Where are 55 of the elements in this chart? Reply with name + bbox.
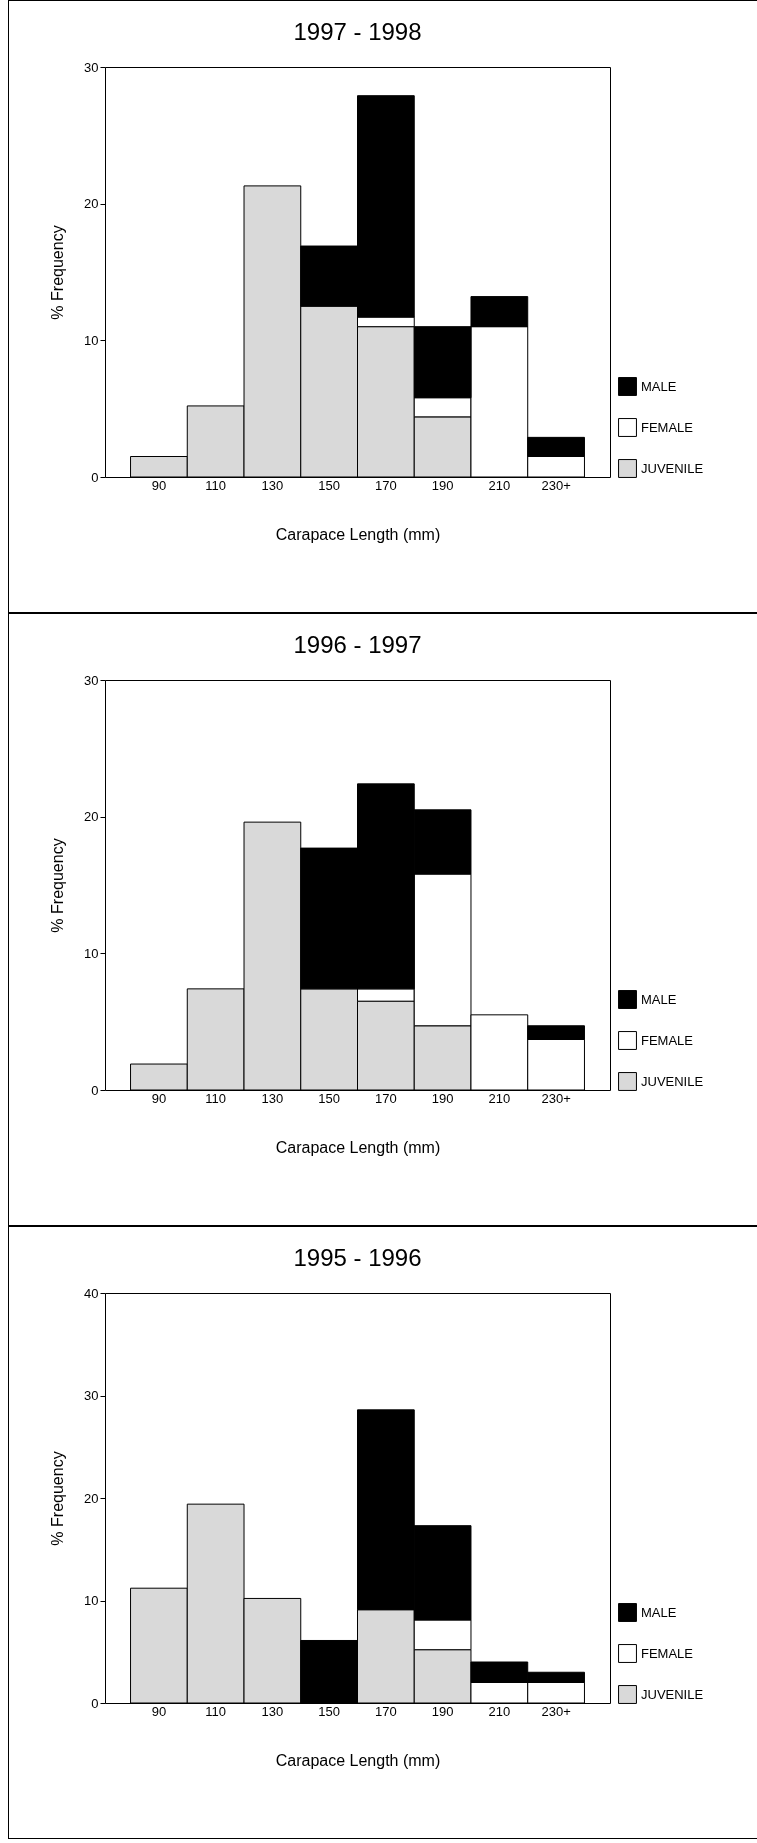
legend-label: FEMALE: [641, 1032, 694, 1048]
x-axis-title: Carapace Length (mm): [275, 1751, 441, 1769]
x-tick-label: 230+: [541, 477, 571, 493]
y-tick-label: 10: [84, 332, 99, 348]
x-tick-label: 170: [375, 1703, 397, 1719]
legend-label: MALE: [641, 1604, 677, 1620]
x-tick-label: 230+: [541, 1703, 571, 1719]
x-tick-label: 210: [488, 1090, 511, 1106]
y-axis-title: % Frequency: [49, 1451, 67, 1546]
y-axis-title: % Frequency: [49, 838, 67, 933]
y-tick-label: 20: [84, 1490, 99, 1506]
x-tick-label: 90: [151, 1703, 167, 1719]
x-tick-label: 90: [151, 1090, 167, 1106]
x-tick-label: 150: [318, 477, 340, 493]
x-tick-label: 170: [375, 477, 397, 493]
legend-label: MALE: [641, 378, 677, 394]
x-tick-label: 170: [375, 1090, 397, 1106]
y-tick-label: 20: [84, 809, 99, 825]
x-tick-label: 90: [151, 477, 167, 493]
y-tick-label: 10: [84, 945, 99, 961]
y-tick-label: 20: [84, 196, 99, 212]
x-tick-label: 110: [205, 1090, 227, 1106]
legend-label: MALE: [641, 991, 677, 1007]
y-tick-label: 0: [91, 1695, 99, 1711]
legend-label: JUVENILE: [641, 460, 704, 476]
x-tick-label: 190: [431, 1703, 454, 1719]
y-tick-label: 30: [84, 1388, 99, 1403]
y-tick-label: 10: [84, 1593, 99, 1608]
y-tick-label: 30: [84, 672, 99, 688]
chart-title: 1995 - 1996: [293, 1244, 422, 1271]
y-tick-label: 0: [91, 469, 99, 485]
y-tick-label: 40: [84, 1285, 99, 1301]
x-tick-label: 130: [261, 1090, 284, 1106]
x-tick-label: 110: [205, 1703, 227, 1719]
chart-title: 1996 - 1997: [293, 631, 422, 658]
chart-title: 1997 - 1998: [293, 18, 422, 45]
x-tick-label: 130: [261, 477, 284, 493]
x-tick-label: 130: [261, 1703, 284, 1719]
y-tick-label: 0: [91, 1082, 99, 1098]
x-tick-label: 190: [431, 1090, 454, 1106]
y-axis-title: % Frequency: [49, 225, 67, 320]
x-tick-label: 110: [205, 477, 227, 493]
x-tick-label: 230+: [541, 1090, 571, 1106]
x-tick-label: 190: [431, 477, 454, 493]
x-tick-label: 210: [488, 477, 511, 493]
legend-label: FEMALE: [641, 419, 694, 435]
x-axis-title: Carapace Length (mm): [275, 1138, 441, 1156]
x-tick-label: 150: [318, 1090, 340, 1106]
legend-label: JUVENILE: [641, 1686, 704, 1702]
x-tick-label: 150: [318, 1703, 340, 1719]
x-axis-title: Carapace Length (mm): [275, 525, 441, 543]
legend-label: FEMALE: [641, 1645, 694, 1661]
y-tick-label: 30: [84, 59, 99, 75]
x-tick-label: 210: [488, 1703, 511, 1719]
legend-label: JUVENILE: [641, 1073, 704, 1089]
